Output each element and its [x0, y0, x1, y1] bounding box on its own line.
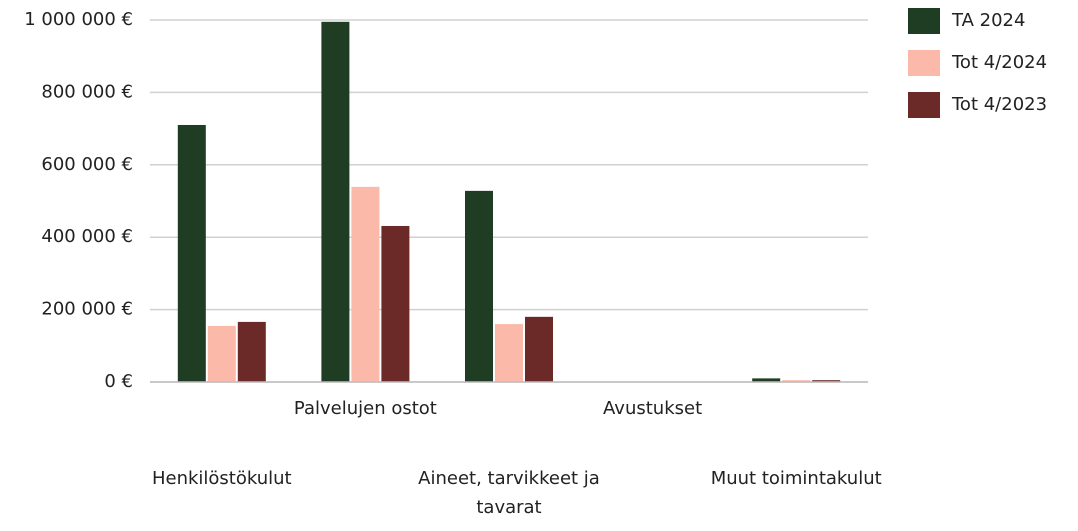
legend-swatch	[908, 92, 940, 118]
bar	[752, 378, 781, 382]
y-tick-label: 600 000 €	[41, 154, 133, 175]
legend-label: Tot 4/2024	[951, 52, 1047, 73]
legend-label: Tot 4/2023	[951, 94, 1047, 115]
x-tick-label: Palvelujen ostot	[293, 398, 437, 419]
x-tick-label: Aineet, tarvikkeet ja tavarat	[418, 468, 600, 518]
bar	[782, 380, 811, 382]
legend-label: TA 2024	[951, 10, 1025, 31]
legend-swatch	[908, 50, 940, 76]
x-tick-label: Avustukset	[603, 398, 703, 419]
bar	[351, 186, 380, 382]
bar	[465, 190, 493, 382]
bar	[525, 316, 553, 382]
y-tick-label: 1 000 000 €	[24, 9, 133, 30]
x-tick-label: Henkilöstökulut	[151, 468, 292, 489]
bar	[381, 225, 410, 382]
y-tick-label: 0 €	[104, 371, 133, 392]
bar	[177, 124, 206, 382]
bar	[321, 21, 350, 383]
bar	[207, 325, 236, 382]
y-tick-label: 800 000 €	[41, 81, 133, 102]
bar	[237, 321, 266, 382]
y-tick-label: 200 000 €	[41, 299, 133, 320]
legend-swatch	[908, 8, 940, 34]
bar	[812, 380, 841, 382]
x-tick-label: Muut toimintakulut	[710, 468, 882, 489]
y-tick-label: 400 000 €	[41, 226, 133, 247]
bar	[495, 324, 523, 382]
